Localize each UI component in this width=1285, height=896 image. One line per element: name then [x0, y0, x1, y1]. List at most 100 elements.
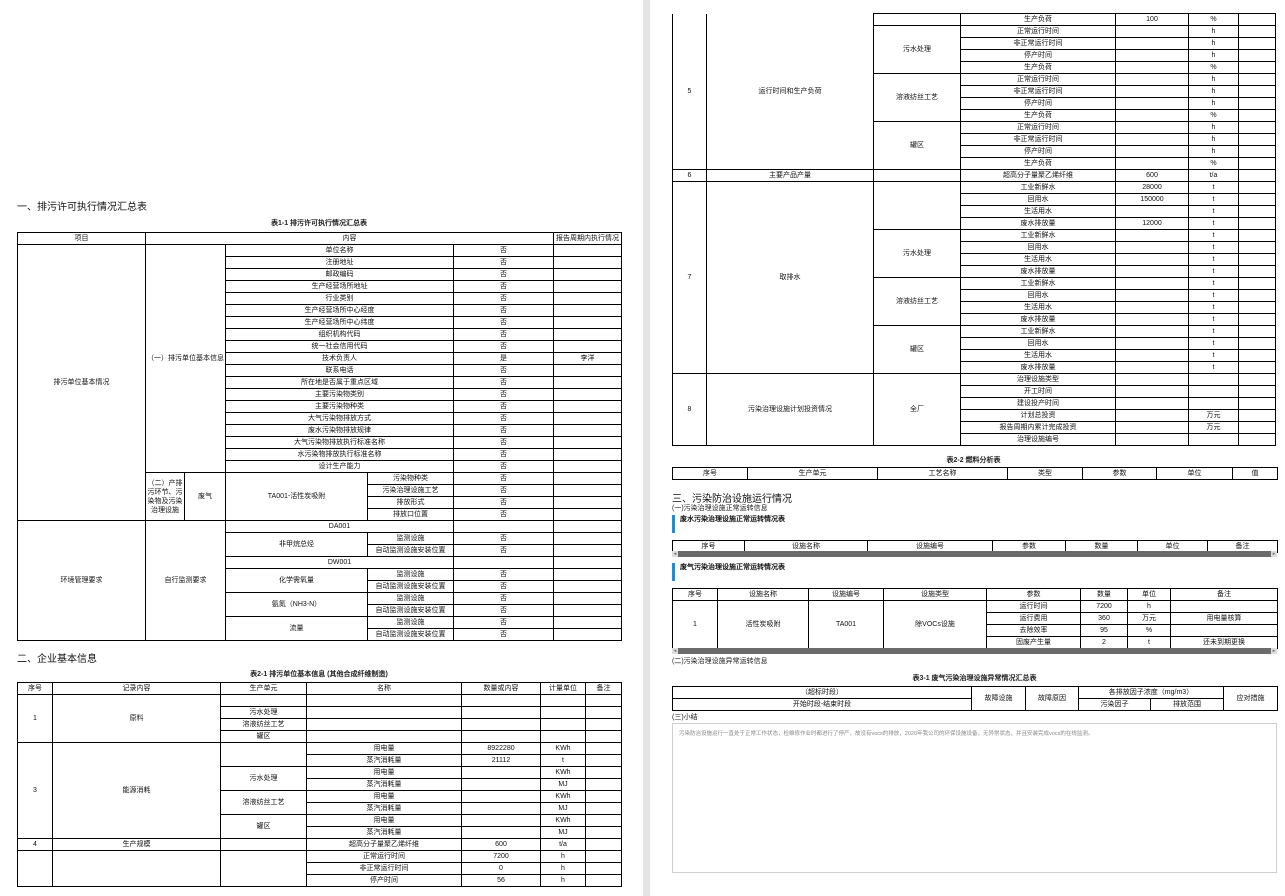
table-cell: 注册地址 [225, 256, 454, 269]
quantity-cell [1115, 97, 1189, 110]
header-cell: 设施编号 [808, 588, 884, 601]
table-2-2: 序号 生产单元 工艺名称 类型 参数 单位值 [672, 467, 1278, 480]
quantity-cell [1115, 349, 1189, 362]
table-cell: 运行时间 [986, 600, 1081, 613]
table-row: 溶液纺丝工艺 用电量 KWh [18, 790, 622, 815]
status-cell: 否 [452, 508, 555, 521]
header-cell: 记录内容 [52, 682, 221, 695]
pollutant-cell: 非甲烷总烃 [225, 532, 368, 557]
table-cell: 大气污染物排放方式 [225, 412, 454, 425]
report-page-left: 一、排污许可执行情况汇总表 表1-1 排污许可执行情况汇总表 项目 内容 报告周期内… [0, 0, 643, 896]
remark-cell [1238, 253, 1276, 266]
remark-cell [585, 706, 622, 719]
table-2-1-caption: 表2-1 排污单位基本信息 (其他合成纤维制造) [250, 671, 388, 678]
table-row: 统一社会信用代码否 [18, 340, 623, 353]
name-cell: 生产负荷 [960, 109, 1116, 122]
name-cell: 生产负荷 [960, 157, 1116, 170]
name-cell: 废水排放量 [960, 265, 1116, 278]
name-cell: 非正常运行时间 [960, 133, 1116, 146]
table-cell: 自动监测设施安装位置 [367, 544, 454, 557]
table-cell: 自动监测设施安装位置 [367, 628, 454, 641]
unit-cell: t/a [1188, 169, 1239, 182]
table-2-2-caption: 表2-2 燃料分析表 [946, 457, 1001, 464]
production-unit-cell: 全厂 [873, 373, 961, 446]
quantity-cell [1115, 25, 1189, 38]
status-cell: 否 [452, 580, 555, 593]
remark-cell [1238, 313, 1276, 326]
production-unit-cell: 溶液纺丝工艺 [220, 718, 307, 731]
quantity-cell: 21112 [461, 754, 541, 767]
production-unit-cell [220, 694, 307, 707]
table-cell: 生产经营场所地址 [225, 280, 454, 293]
name-cell: 生活用水 [960, 301, 1116, 314]
status-cell: 否 [452, 280, 555, 293]
table-row: 氨氮（NH3-N） 监测设施否 [18, 592, 623, 617]
table-row: 开工时间 [673, 385, 1276, 398]
record-name-cell: 生产规模 [52, 838, 221, 851]
production-unit-cell [220, 742, 307, 767]
header-row: 项目内容报告周期内执行情况原因分析 [17, 232, 623, 245]
table-cell: 2 [1080, 636, 1128, 649]
remark-cell [1238, 301, 1276, 314]
unit-cell: h [1188, 37, 1239, 50]
table-cell [452, 520, 555, 533]
table-cell: 还未到期更换 [1170, 636, 1278, 649]
unit-cell: KWh [540, 766, 586, 779]
unit-cell: h [1188, 145, 1239, 158]
unit-cell: t [1188, 277, 1239, 290]
quantity-cell [461, 814, 541, 827]
wastewater-table-heading: 废水污染治理设施正常运转情况表 [672, 515, 785, 533]
table-row: 排放形式否 [18, 496, 623, 509]
header-cell: 数量 [1080, 588, 1128, 601]
summary-textarea[interactable]: 污染防治设施运行一直处于正常工作状态，检维修作业时都进行了停产，故没有vocs的… [672, 723, 1277, 873]
name-cell: 废水排放量 [960, 217, 1116, 230]
remark-cell [1238, 37, 1276, 50]
unit-cell: t [1188, 229, 1239, 242]
quantity-cell [1115, 277, 1189, 290]
quantity-cell [1115, 121, 1189, 134]
reason-cell [553, 436, 623, 449]
remark-cell [585, 718, 622, 731]
table-cell: 去除效率 [986, 624, 1081, 637]
wastegas-table-scrollbar[interactable]: ◂ ▸ [672, 648, 1277, 654]
table-cell: h [1127, 600, 1171, 613]
status-cell: 否 [452, 460, 555, 473]
quantity-cell: 150000 [1115, 193, 1189, 206]
quantity-cell [1115, 109, 1189, 122]
wastewater-table-scrollbar[interactable]: ◂ ▸ [672, 551, 1277, 557]
unit-cell: h [1188, 97, 1239, 110]
header-cell: 单位 [1156, 467, 1233, 480]
unit-cell: t [1188, 361, 1239, 374]
table-cell: 自动监测设施安装位置 [367, 580, 454, 593]
header-row: 序号 设施名称 设施编号 设施类型 参数 数量 单位 备注 [672, 588, 1278, 601]
item-cell: 环境管理要求 [17, 520, 146, 641]
table-1-1-caption: 表1-1 排污许可执行情况汇总表 [270, 220, 368, 227]
quantity-cell [1115, 385, 1189, 398]
remark-cell [1238, 133, 1276, 146]
remark-cell [1238, 13, 1276, 26]
remark-cell [1238, 325, 1276, 338]
header-cell: 序号 [672, 467, 748, 480]
pollutant-cell: 氨氮（NH3-N） [225, 592, 368, 617]
reason-cell [553, 592, 623, 605]
table-2-1-continued: 5 运行时间和生产负荷 生产负荷 100% 污水处理 正常运行时间 h 非正常运行时间 h 停产时… [672, 13, 1276, 446]
reason-cell [553, 460, 623, 473]
status-cell: 否 [452, 496, 555, 509]
header-cell: 数量或内容 [461, 682, 541, 695]
reason-cell [553, 412, 623, 425]
status-cell: 否 [452, 268, 555, 281]
quantity-cell [1115, 205, 1189, 218]
table-cell: 废气 [184, 472, 226, 521]
name-cell: 治理设施类型 [960, 373, 1116, 386]
unit-cell: h [1188, 121, 1239, 134]
table-cell: 污染治理设施工艺 [367, 484, 454, 497]
header-row: 序号 设施名称 设施编号 参数 数量 单位 备注 [672, 540, 1278, 553]
facility-code-cell: TA001 [808, 600, 884, 649]
unit-cell: t [540, 754, 586, 767]
table-cell: 自动监测设施安装位置 [367, 604, 454, 617]
table-row: 溶液纺丝工艺 工业新鲜水 t [673, 277, 1276, 326]
record-name-cell: 运行时间和生产负荷 [706, 13, 874, 170]
quantity-cell [1115, 157, 1189, 170]
remark-cell [1238, 217, 1276, 230]
reason-cell [553, 292, 623, 305]
